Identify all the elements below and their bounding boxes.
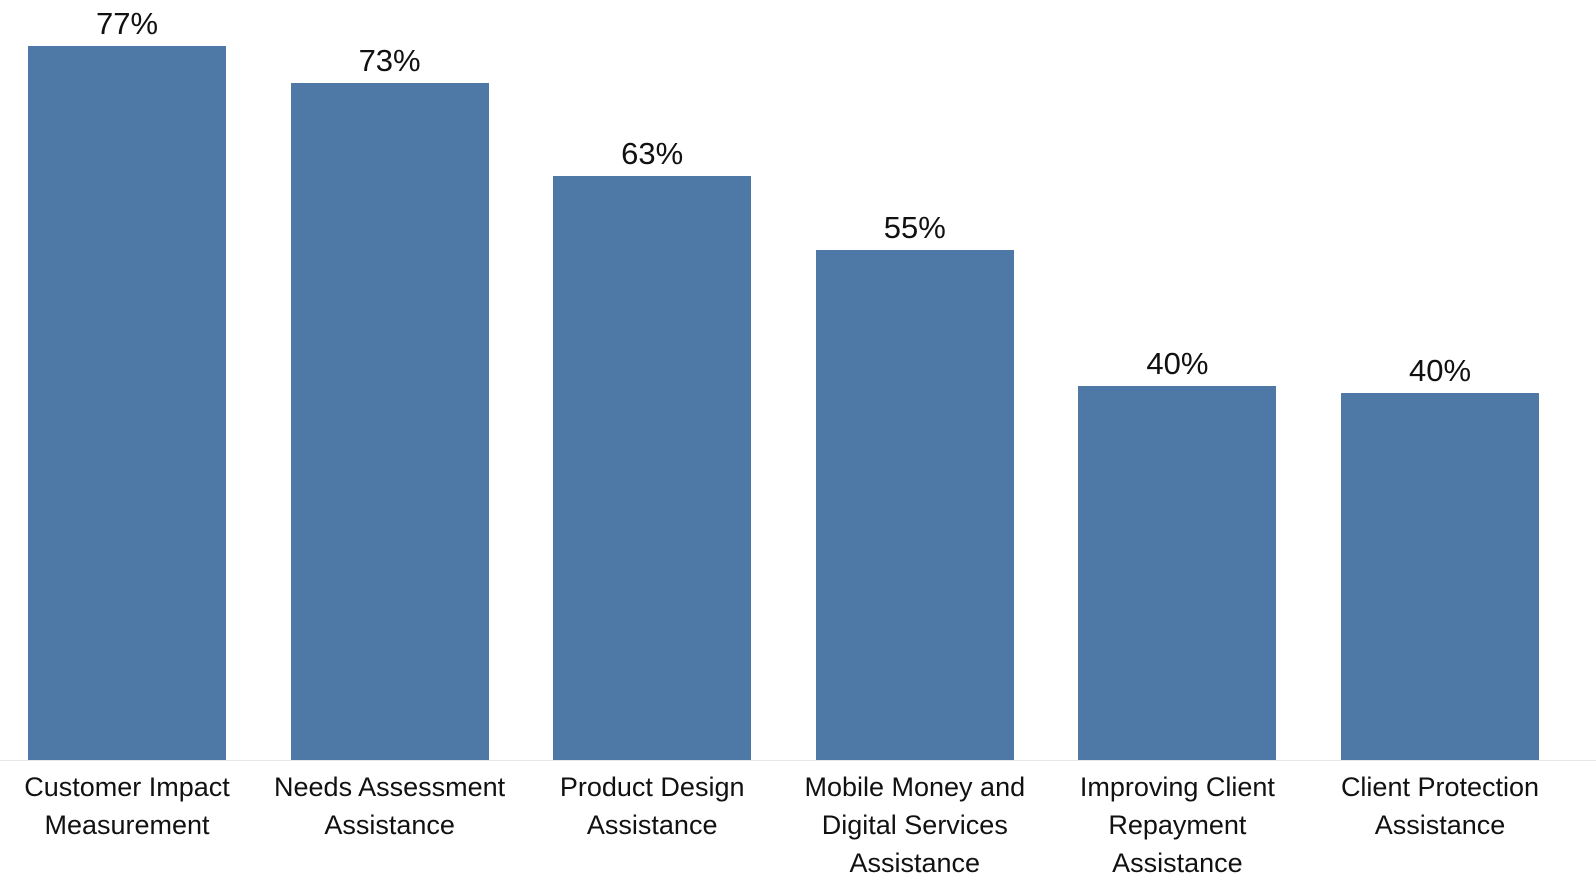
x-tick-label: Needs Assessment Assistance [274,772,506,840]
x-tick-label: Client Protection Assistance [1340,772,1540,840]
x-tick-label: Customer Impact Measurement [24,772,230,840]
data-label: 77% [95,5,159,41]
baseline [0,760,1596,761]
bar [1078,386,1277,760]
x-tick-label: Product Design Assistance [559,772,745,840]
x-tick-label: Improving Client Repayment Assistance [1079,772,1275,878]
bar [815,249,1014,760]
data-label: 40% [1408,352,1472,388]
data-label: 73% [358,43,421,79]
bar [1341,392,1539,760]
bar [28,45,226,760]
data-label: 40% [1146,346,1209,382]
bar [553,175,752,760]
x-tick-label: Mobile Money and Digital Services Assist… [804,772,1026,878]
data-label: 55% [883,209,946,245]
data-label: 63% [621,135,684,171]
bar [290,83,489,760]
